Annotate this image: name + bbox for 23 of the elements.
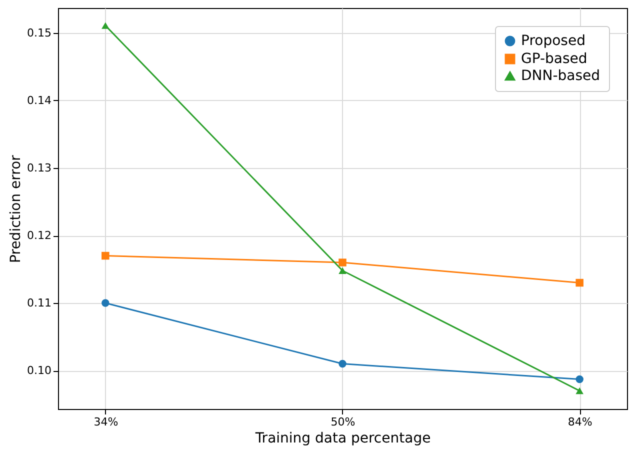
point bbox=[576, 278, 584, 287]
y-tick-label: 0.12 bbox=[27, 229, 52, 242]
y-tick-label: 0.11 bbox=[27, 296, 52, 310]
y-axis-title: Prediction error bbox=[8, 154, 24, 263]
y-tick-label: 0.13 bbox=[27, 161, 52, 174]
y-tick-label: 0.10 bbox=[27, 364, 52, 378]
x-tick-label: 84% bbox=[568, 416, 592, 428]
y-tick-label: 0.15 bbox=[27, 26, 52, 40]
y-tick-label: 0.14 bbox=[27, 94, 52, 107]
point bbox=[338, 267, 346, 274]
legend-label: GP-based bbox=[521, 51, 588, 67]
legend-label: Proposed bbox=[521, 33, 586, 49]
point bbox=[102, 299, 110, 307]
legend-label: DNN-based bbox=[521, 68, 600, 84]
point bbox=[102, 22, 110, 29]
point bbox=[576, 387, 584, 394]
point bbox=[338, 360, 346, 368]
point bbox=[576, 375, 584, 384]
x-tick-label: 50% bbox=[330, 416, 356, 428]
x-axis-title: Training data percentage bbox=[254, 430, 431, 446]
x-tick-label: 34% bbox=[94, 416, 118, 428]
point bbox=[102, 252, 110, 260]
point bbox=[338, 258, 346, 266]
